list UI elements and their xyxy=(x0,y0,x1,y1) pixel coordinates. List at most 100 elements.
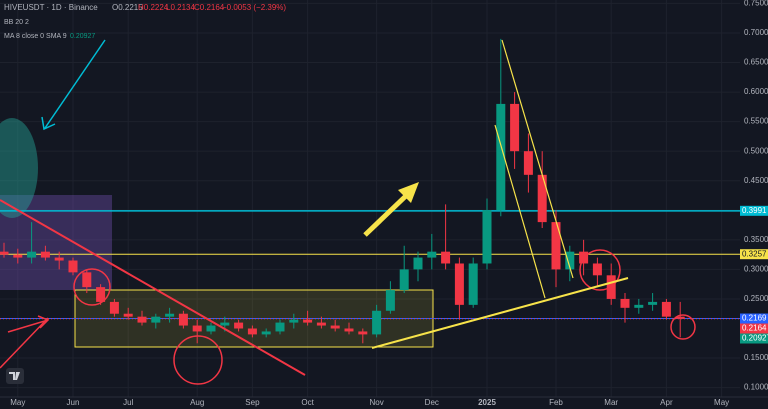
x-tick-label: Jun xyxy=(67,398,80,407)
red-trendline xyxy=(0,199,306,376)
ohlc-high: H0.2224 xyxy=(138,3,169,12)
candle-body xyxy=(68,260,78,273)
candle-body xyxy=(330,325,340,329)
y-tick-label: 0.5000 xyxy=(744,146,768,155)
candle-body xyxy=(537,174,547,223)
candle-body xyxy=(96,287,106,302)
candle-body xyxy=(123,313,133,317)
x-tick-label: Oct xyxy=(301,398,314,407)
candle-body xyxy=(468,263,478,305)
candles xyxy=(0,38,685,344)
level-label: 0.2164 xyxy=(742,324,767,333)
candle-body xyxy=(675,316,685,319)
candle-body xyxy=(496,103,506,211)
candle-body xyxy=(40,251,50,258)
red-arrow xyxy=(7,319,49,333)
candle-body xyxy=(372,310,382,335)
candle-body xyxy=(192,325,202,332)
red-circle xyxy=(173,335,223,385)
candle-body xyxy=(0,251,9,255)
cyan-arrow xyxy=(44,39,106,129)
candle-body xyxy=(275,322,285,332)
yellow-arrowhead xyxy=(398,182,419,203)
level-label-bg xyxy=(740,249,768,260)
levels xyxy=(0,210,740,320)
candle-body xyxy=(206,325,216,332)
y-tick-label: 0.7500 xyxy=(744,0,768,8)
candle-body xyxy=(592,263,602,276)
x-tick-label: May xyxy=(10,398,25,407)
yellow-wedge xyxy=(494,124,546,299)
candle-body xyxy=(565,251,575,270)
candle-body xyxy=(634,304,644,308)
level-label: 0.2169 xyxy=(742,314,767,323)
x-tick-label: Sep xyxy=(245,398,260,407)
red-arrowhead xyxy=(37,315,50,329)
x-tick-label: May xyxy=(714,398,729,407)
candle-body xyxy=(82,272,92,288)
ma-value: 0.20927 xyxy=(70,33,95,40)
candle-body xyxy=(178,313,188,326)
level-label-bg xyxy=(740,333,768,344)
candle-body xyxy=(482,210,492,264)
candle-body xyxy=(551,222,561,270)
candle-body xyxy=(316,322,326,326)
candle-body xyxy=(289,319,299,323)
candle-body xyxy=(220,322,230,326)
tv-logo xyxy=(6,368,24,384)
ohlc-change: −0.0053 (−2.39%) xyxy=(222,3,286,12)
candle-body xyxy=(137,316,147,323)
level-label-bg xyxy=(740,323,768,334)
yellow-arrow xyxy=(363,190,412,237)
x-tick-label: Nov xyxy=(369,398,383,407)
candle-body xyxy=(27,251,37,258)
red-circle xyxy=(579,249,621,291)
ohlc-low: L0.2134 xyxy=(166,3,195,12)
ohlc-close: C0.2164 xyxy=(194,3,225,12)
candle-body xyxy=(54,257,64,261)
y-tick-label: 0.6500 xyxy=(744,58,768,67)
yellow-trendline xyxy=(371,277,629,349)
y-tick-label: 0.5500 xyxy=(744,117,768,126)
yellow-wedge xyxy=(501,39,574,279)
x-tick-label: Dec xyxy=(425,398,439,407)
y-tick-label: 0.6000 xyxy=(744,87,768,96)
candle-body xyxy=(344,328,354,332)
candle-body xyxy=(510,103,520,152)
x-tick-label: Mar xyxy=(604,398,618,407)
x-tick-label: Feb xyxy=(549,398,563,407)
candle-body xyxy=(165,313,175,317)
candle-body xyxy=(358,331,368,335)
teal-ellipse xyxy=(0,118,38,218)
candle-body xyxy=(234,322,244,329)
ma-indicator: MA 8 close 0 SMA 9 xyxy=(4,33,67,40)
axis: 0.7500 0.7000 0.6500 0.6000 0.5500 0.5000 0.45… xyxy=(10,0,768,407)
x-tick-label: Apr xyxy=(660,398,673,407)
bb-indicator: BB 20 2 xyxy=(4,19,29,26)
candle-body xyxy=(303,319,313,323)
candle-body xyxy=(441,251,451,264)
red-circle xyxy=(670,314,696,340)
red-line xyxy=(0,317,49,369)
level-label: 0.20927 xyxy=(742,334,768,343)
drawings-top xyxy=(0,39,696,385)
y-tick-label: 0.3500 xyxy=(744,235,768,244)
legend: HIVEUSDT · 1D · Binance O0.2215 H0.2224 … xyxy=(4,3,286,40)
red-circle xyxy=(73,268,111,306)
y-tick-label: 0.7000 xyxy=(744,28,768,37)
candle-body xyxy=(385,290,395,311)
level-label-bg xyxy=(740,205,768,216)
symbol-title: HIVEUSDT · 1D · Binance xyxy=(4,3,98,12)
y-tick-label: 0.1000 xyxy=(744,383,768,392)
candle-body xyxy=(151,316,161,323)
ohlc-open: O0.2215 xyxy=(112,3,143,12)
level-label: 0.3257 xyxy=(742,249,767,258)
candle-body xyxy=(109,301,119,314)
cyan-arrowhead xyxy=(41,116,56,131)
candle-body xyxy=(661,301,671,317)
y-tick-label: 0.1500 xyxy=(744,353,768,362)
candle-body xyxy=(523,151,533,175)
